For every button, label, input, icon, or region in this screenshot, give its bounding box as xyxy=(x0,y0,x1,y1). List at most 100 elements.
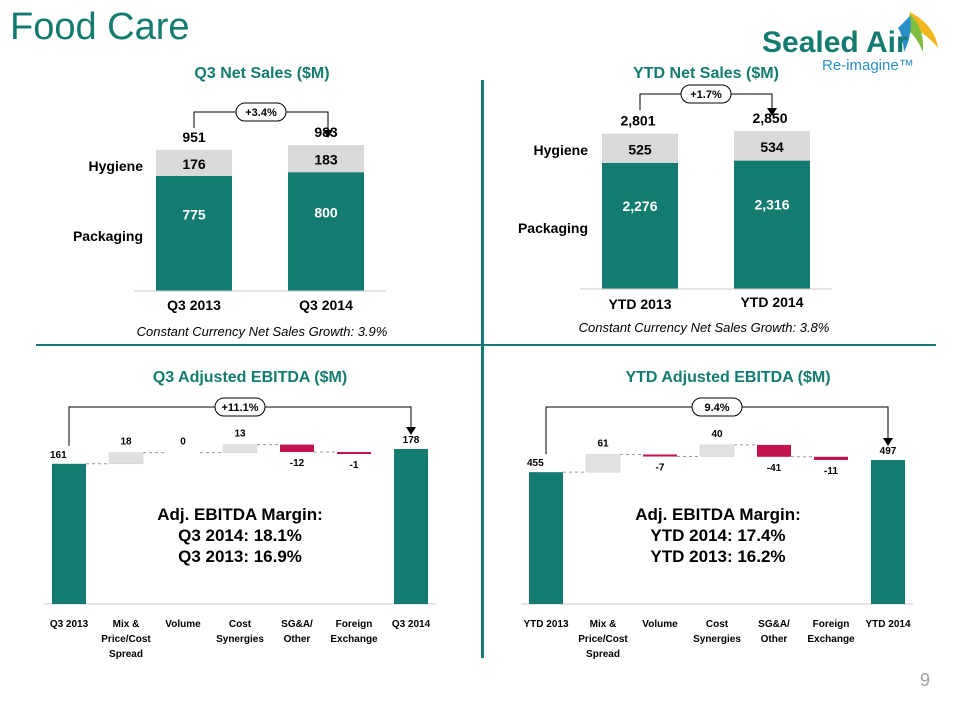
hygiene-bar xyxy=(734,131,810,161)
growth-label: +11.1% xyxy=(221,402,258,414)
step-value-label: 497 xyxy=(880,446,897,457)
series-label-hygiene: Hygiene xyxy=(89,158,144,174)
chart-title: YTD Adjusted EBITDA ($M) xyxy=(625,369,830,386)
logo-brand: Sealed Air xyxy=(762,26,908,59)
step-value-label: 455 xyxy=(527,458,544,469)
total-bar xyxy=(52,463,86,604)
packaging-bar xyxy=(288,172,364,291)
step-value-label: 161 xyxy=(50,450,67,461)
category-label: Q3 2014 xyxy=(392,619,431,630)
category-label: Cost xyxy=(706,619,729,630)
ytd-ebitda-chart: YTD Adjusted EBITDA ($M) 455 YTD 2013 61 Mix… xyxy=(521,369,913,660)
decrease-bar xyxy=(757,444,791,457)
step-value-label: -7 xyxy=(656,463,665,474)
series-label-packaging: Packaging xyxy=(73,228,143,244)
category-label: Price/Cost xyxy=(101,634,151,645)
total-label: 2,850 xyxy=(752,110,787,126)
hygiene-bar xyxy=(602,133,678,163)
ytd-net-sales-chart: YTD Net Sales ($M) 2,276 525 2,801 YTD 2013 2… xyxy=(518,65,832,335)
hygiene-value-label: 183 xyxy=(314,152,338,168)
footnote: Constant Currency Net Sales Growth: 3.9% xyxy=(137,324,388,339)
chart-title: YTD Net Sales ($M) xyxy=(633,65,779,82)
category-label: Foreign xyxy=(813,619,850,630)
growth-arrow-icon xyxy=(767,108,777,116)
decrease-bar xyxy=(814,456,848,460)
category-label: YTD 2013 xyxy=(523,619,568,630)
packaging-value-label: 775 xyxy=(182,207,206,223)
category-label: Volume xyxy=(165,619,201,630)
category-label: Mix & xyxy=(590,619,617,630)
category-label: Exchange xyxy=(330,634,378,645)
growth-badge xyxy=(691,397,743,417)
quadrant-divider-vertical xyxy=(481,80,484,658)
packaging-bar xyxy=(602,162,678,289)
step-value-label: 40 xyxy=(711,429,723,440)
hygiene-bar xyxy=(156,149,232,176)
footnote: Constant Currency Net Sales Growth: 3.8% xyxy=(579,320,830,335)
category-label: YTD 2014 xyxy=(740,294,803,310)
category-label: Mix & xyxy=(113,619,140,630)
hygiene-bar xyxy=(288,145,364,173)
category-label: Q3 2013 xyxy=(50,619,89,630)
category-label: Volume xyxy=(642,619,678,630)
total-bar xyxy=(529,472,563,604)
growth-arrow-icon xyxy=(406,427,416,435)
category-label: Other xyxy=(761,634,788,645)
increase-bar xyxy=(222,444,258,453)
growth-arrow-icon xyxy=(323,130,333,138)
total-label: 2,801 xyxy=(620,113,655,129)
page-number: 9 xyxy=(920,670,931,690)
category-label: SG&A/ xyxy=(758,619,790,630)
ebitda-margin-text: Q3 2013: 16.9% xyxy=(178,547,302,566)
category-label: Spread xyxy=(586,649,620,660)
total-label: 951 xyxy=(182,129,206,145)
hygiene-value-label: 534 xyxy=(760,139,784,155)
ebitda-margin-text: Q3 2014: 18.1% xyxy=(178,526,302,545)
packaging-value-label: 800 xyxy=(314,204,338,220)
total-bar xyxy=(871,460,905,604)
category-label: Cost xyxy=(229,619,252,630)
ebitda-margin-text: Adj. EBITDA Margin: xyxy=(635,505,801,524)
hygiene-value-label: 176 xyxy=(182,156,206,172)
category-label: Exchange xyxy=(807,634,855,645)
packaging-value-label: 2,276 xyxy=(622,198,657,214)
step-value-label: -11 xyxy=(824,466,838,477)
ebitda-margin-text: YTD 2013: 16.2% xyxy=(650,547,785,566)
ebitda-margin-text: YTD 2014: 17.4% xyxy=(650,526,785,545)
series-label-packaging: Packaging xyxy=(518,220,588,236)
step-value-label: 178 xyxy=(403,435,420,446)
category-label: YTD 2014 xyxy=(865,619,910,630)
decrease-bar xyxy=(280,444,314,453)
category-label: SG&A/ xyxy=(281,619,313,630)
increase-bar xyxy=(699,444,735,457)
category-label: Foreign xyxy=(336,619,373,630)
logo-sail-icon: Sealed Air Re-imagine™ xyxy=(762,12,938,74)
growth-arrow-icon xyxy=(883,438,893,446)
step-value-label: -1 xyxy=(350,460,359,471)
chart-title: Q3 Adjusted EBITDA ($M) xyxy=(153,369,347,386)
chart-title: Q3 Net Sales ($M) xyxy=(194,65,329,82)
step-value-label: 0 xyxy=(180,437,186,448)
step-value-label: -12 xyxy=(290,458,305,469)
decrease-bar xyxy=(337,452,371,455)
category-label: Price/Cost xyxy=(578,634,628,645)
increase-bar xyxy=(585,454,621,473)
logo-tagline: Re-imagine™ xyxy=(822,57,914,74)
series-label-hygiene: Hygiene xyxy=(534,142,589,158)
quadrant-divider-horizontal xyxy=(36,344,936,346)
packaging-bar xyxy=(734,160,810,289)
growth-label: +1.7% xyxy=(690,89,722,101)
packaging-bar xyxy=(156,175,232,291)
company-logo: Sealed Air Re-imagine™ xyxy=(760,8,950,78)
decrease-bar xyxy=(643,454,677,457)
category-label: Synergies xyxy=(693,634,741,645)
step-value-label: 13 xyxy=(234,429,246,440)
step-value-label: 61 xyxy=(597,438,609,449)
category-label: YTD 2013 xyxy=(608,296,671,312)
ebitda-margin-text: Adj. EBITDA Margin: xyxy=(157,505,323,524)
q3-ebitda-chart: Q3 Adjusted EBITDA ($M) 161 Q3 2013 18 Mix &… xyxy=(44,369,436,660)
hygiene-value-label: 525 xyxy=(628,141,652,157)
growth-badge xyxy=(680,84,732,104)
step-value-label: 18 xyxy=(120,437,132,448)
